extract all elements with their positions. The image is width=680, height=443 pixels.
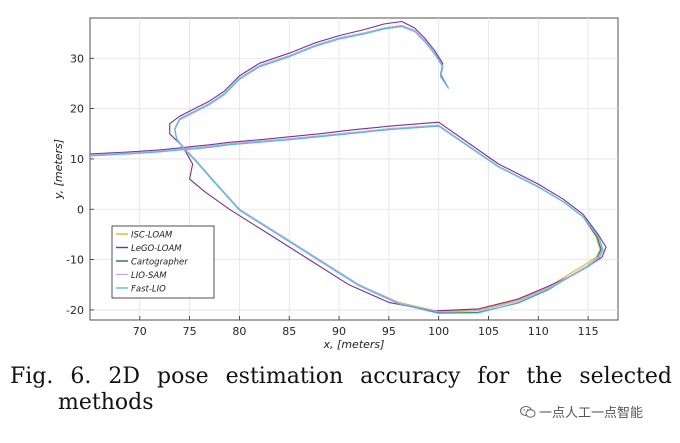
legend: ISC-LOAM LeGO-LOAM Cartographer LIO-SAM Fast…: [111, 225, 215, 299]
legend-label: ISC-LOAM: [131, 231, 173, 241]
y-axis-label: y, [meters]: [52, 139, 65, 200]
x-tick-label: 110: [528, 325, 549, 338]
series-line-fast-lio: [89, 26, 604, 315]
legend-label: LIO-SAM: [131, 271, 167, 281]
x-tick-label: 80: [232, 325, 246, 338]
x-axis-ticks: 70 75 80 85 90 95 100 105 110 115: [133, 316, 599, 338]
x-tick-label: 85: [282, 325, 296, 338]
y-tick-label: -10: [66, 254, 84, 267]
y-tick-label: 0: [77, 203, 84, 216]
x-tick-label: 70: [133, 325, 147, 338]
x-tick-label: 115: [578, 325, 599, 338]
y-axis-ticks: -20 -10 0 10 20 30: [66, 52, 94, 317]
wechat-icon: [520, 406, 536, 418]
series-layer: [89, 20, 607, 315]
x-tick-label: 105: [478, 325, 499, 338]
legend-label: Cartographer: [131, 258, 188, 268]
series-line-lego-loam: [89, 20, 607, 312]
x-tick-label: 100: [428, 325, 449, 338]
watermark-text: 一点人工一点智能: [539, 406, 644, 421]
pose-trajectory-chart: 70 75 80 85 90 95 100 105 110 115 -20 -10 0 10 20 30 x…: [52, 17, 619, 351]
x-tick-label: 75: [183, 325, 197, 338]
x-tick-label: 95: [382, 325, 396, 338]
y-tick-label: 20: [70, 103, 84, 116]
caption-line-1: Fig. 6. 2D pose estimation accuracy for …: [10, 364, 672, 389]
series-line-lio-sam: [89, 25, 603, 313]
x-axis-label: x, [meters]: [323, 338, 385, 351]
y-tick-label: -20: [66, 304, 84, 317]
x-tick-label: 90: [332, 325, 346, 338]
y-tick-label: 30: [70, 52, 84, 65]
figure-caption: Fig. 6. 2D pose estimation accuracy for …: [10, 364, 672, 416]
legend-box: [111, 225, 215, 299]
legend-label: LeGO-LOAM: [131, 244, 182, 254]
caption-line-2: methods: [58, 390, 154, 415]
watermark: 一点人工一点智能: [520, 402, 643, 421]
y-tick-label: 10: [70, 153, 84, 166]
legend-label: Fast-LIO: [131, 285, 166, 295]
